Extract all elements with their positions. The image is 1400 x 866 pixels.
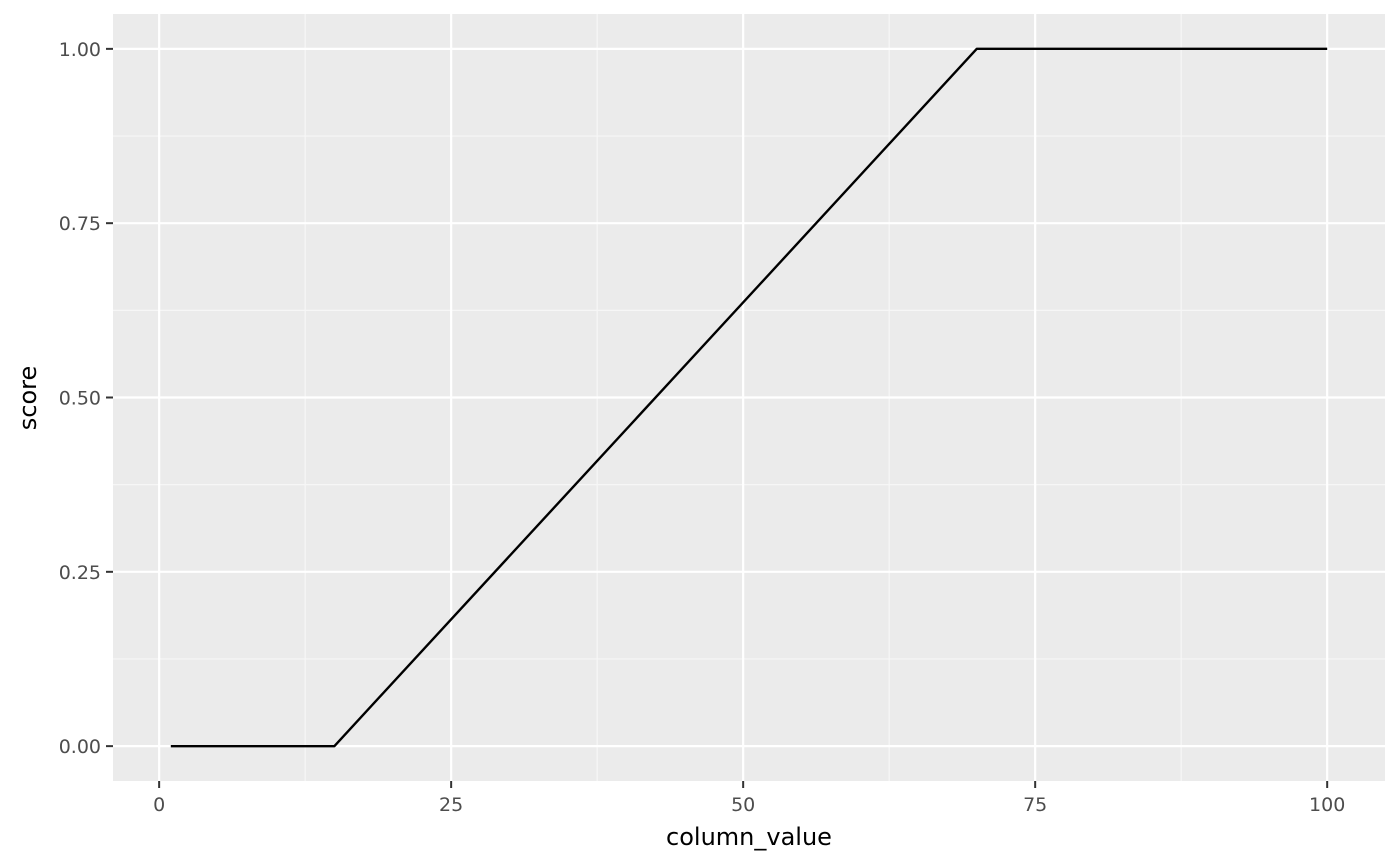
y-tick-label: 1.00	[59, 39, 101, 61]
y-tick-label: 0.00	[59, 736, 101, 758]
x-tick-label: 0	[153, 794, 165, 816]
x-tick-label: 50	[731, 794, 755, 816]
series-layer	[170, 47, 1328, 748]
major-grid	[113, 14, 1385, 781]
series-line	[170, 47, 1328, 748]
x-axis: 0 25 50 75 100	[153, 781, 1345, 816]
x-tick-label: 25	[439, 794, 463, 816]
y-tick-label: 0.50	[59, 388, 101, 410]
y-axis-title: score	[14, 366, 42, 431]
x-axis-title: column_value	[666, 823, 832, 851]
y-tick-label: 0.25	[59, 562, 101, 584]
x-tick-label: 75	[1023, 794, 1047, 816]
x-tick-label: 100	[1309, 794, 1345, 816]
y-tick-label: 0.75	[59, 213, 101, 235]
y-axis: 0.00 0.25 0.50 0.75 1.00	[59, 39, 113, 758]
